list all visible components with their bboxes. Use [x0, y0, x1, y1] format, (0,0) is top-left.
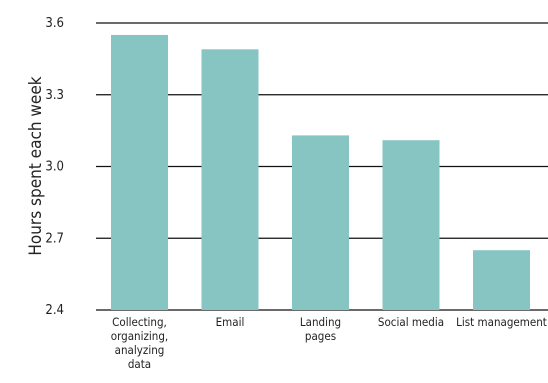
x-tick-labels: Collecting, organizing, analyzing data Email…: [111, 315, 547, 371]
bar: [382, 140, 440, 310]
bar: [201, 49, 259, 310]
bar: [111, 34, 168, 310]
y-tick-label: 2.7: [45, 231, 64, 246]
y-tick-label: 3.6: [45, 16, 64, 31]
y-axis-title: Hours spent each week: [26, 76, 46, 255]
x-tick-label: Social media: [378, 315, 444, 329]
bar: [292, 135, 349, 310]
y-tick-label: 3.0: [45, 160, 64, 175]
x-tick-label: List management: [456, 315, 547, 329]
y-tick-label: 2.4: [45, 303, 64, 318]
x-tick-label: Email: [216, 315, 245, 329]
x-tick-label: Collecting, organizing, analyzing data: [111, 315, 168, 371]
y-tick-labels: 3.6 3.3 3.0 2.7 2.4: [45, 16, 64, 318]
x-tick-label: Landing pages: [300, 315, 341, 343]
bar: [473, 250, 530, 310]
bars: [111, 34, 530, 310]
y-tick-label: 3.3: [45, 88, 64, 103]
